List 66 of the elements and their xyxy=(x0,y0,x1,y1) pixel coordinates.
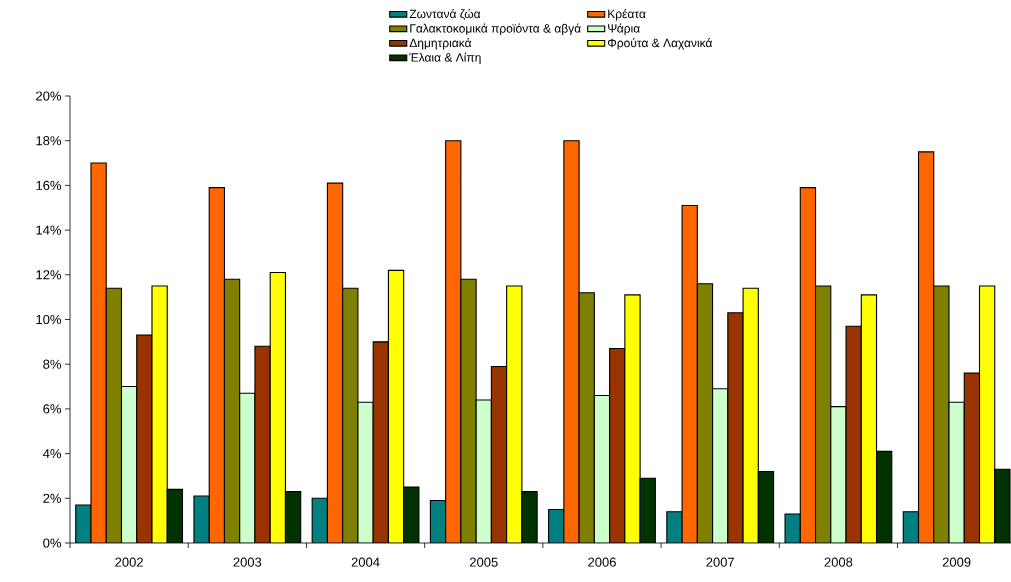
bar xyxy=(106,288,122,543)
bar xyxy=(327,183,343,543)
y-tick-label: 0% xyxy=(43,538,62,548)
bar xyxy=(609,348,625,543)
bar xyxy=(136,335,152,543)
legend-label: Ψάρια xyxy=(608,23,640,36)
legend-label: Έλαια & Λίπη xyxy=(409,52,481,65)
x-tick-label: 2004 xyxy=(351,557,380,567)
x-tick-label: 2007 xyxy=(706,557,734,567)
bar xyxy=(933,285,950,543)
bar xyxy=(579,292,595,543)
bar xyxy=(712,388,728,543)
bar xyxy=(270,272,286,543)
x-tick-label: 2006 xyxy=(588,557,616,567)
y-tick-label: 6% xyxy=(43,404,62,414)
bar xyxy=(727,312,744,543)
bar xyxy=(209,187,225,543)
bar xyxy=(682,205,698,543)
bar xyxy=(239,393,255,543)
bar xyxy=(254,346,271,543)
bar xyxy=(476,399,492,543)
legend-label: Δημητριακά xyxy=(409,38,472,50)
bar xyxy=(697,283,713,543)
bar xyxy=(861,294,877,543)
bar xyxy=(917,151,935,543)
bar xyxy=(506,285,522,543)
bar xyxy=(151,285,168,543)
bar xyxy=(876,451,892,543)
y-tick-label: 12% xyxy=(36,270,62,280)
x-tick-label: 2003 xyxy=(233,557,262,567)
x-tick-label: 2009 xyxy=(942,557,971,567)
bar xyxy=(357,402,374,543)
bar xyxy=(978,285,996,543)
bar xyxy=(388,270,404,543)
x-tick-label: 2008 xyxy=(824,557,853,567)
bar xyxy=(830,406,847,543)
legend-label: Φρούτα & Λαχανικά xyxy=(607,38,713,50)
bar xyxy=(846,326,862,543)
bar xyxy=(224,279,240,543)
legend-label: Ζωντανά ζώα xyxy=(409,8,481,21)
bar xyxy=(963,372,981,543)
bar xyxy=(373,341,389,543)
bar xyxy=(815,285,831,543)
bar xyxy=(342,288,358,543)
y-tick-label: 18% xyxy=(36,136,62,146)
bar xyxy=(594,395,610,543)
y-tick-label: 4% xyxy=(42,449,62,459)
bar xyxy=(994,468,1011,543)
legend-label: Γαλακτοκομικά προϊόντα & αβγά xyxy=(410,23,581,36)
legend-label: Κρέατα xyxy=(608,8,646,21)
y-tick-label: 20% xyxy=(36,91,62,101)
y-tick-label: 10% xyxy=(36,314,62,325)
bar xyxy=(758,471,774,543)
bar xyxy=(445,140,461,543)
bar xyxy=(491,366,507,543)
x-tick-label: 2002 xyxy=(115,557,143,567)
bar xyxy=(121,386,137,543)
x-tick-label: 2005 xyxy=(469,557,498,567)
y-tick-label: 2% xyxy=(43,493,62,503)
bar xyxy=(90,163,107,543)
bar xyxy=(800,187,816,543)
y-tick-label: 16% xyxy=(36,180,62,190)
bar xyxy=(743,288,759,543)
y-tick-label: 8% xyxy=(43,359,62,369)
y-tick-label: 14% xyxy=(36,225,62,235)
bar xyxy=(948,401,965,543)
